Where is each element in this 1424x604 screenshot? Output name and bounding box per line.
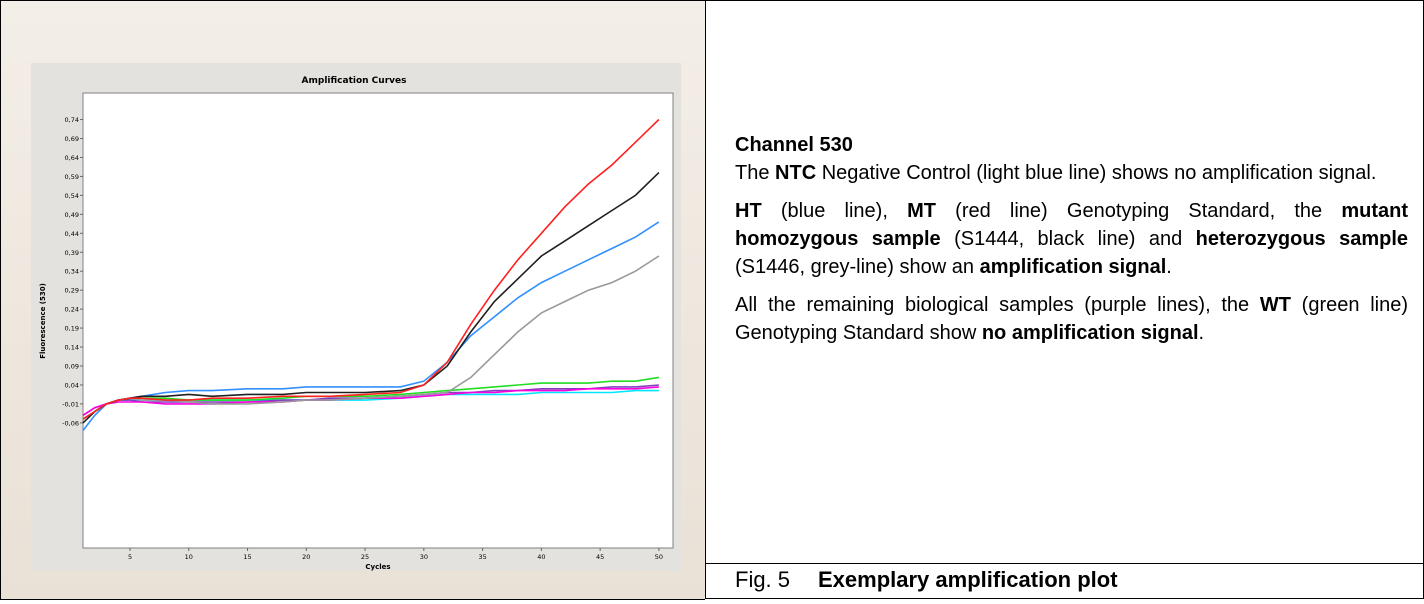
text-run: (red line) Genotyping Standard, the bbox=[935, 200, 1342, 222]
text-run: All the remaining biological samples (pu… bbox=[735, 294, 1260, 316]
y-tick-label: 0,34 bbox=[65, 268, 79, 276]
chart-title: Amplification Curves bbox=[302, 76, 407, 86]
y-axis-label: Fluorescence (530) bbox=[39, 283, 47, 359]
x-tick-label: 30 bbox=[420, 553, 428, 561]
text-run: (green line) Genotyping Standard show bbox=[735, 294, 1409, 344]
y-tick-label: 0,04 bbox=[65, 381, 79, 389]
text-run: no amplification signal bbox=[981, 322, 1199, 344]
text-run: (S1444, black line) and bbox=[940, 228, 1196, 250]
y-tick-label: 0,09 bbox=[65, 363, 79, 371]
y-tick-label: 0,64 bbox=[65, 154, 79, 162]
paragraph: The NTC Negative Control (light blue lin… bbox=[735, 159, 1408, 187]
x-tick-label: 25 bbox=[361, 553, 369, 561]
x-tick-label: 10 bbox=[185, 553, 193, 561]
text-run: (S1446, grey-line) show an bbox=[735, 256, 980, 278]
text-run: Negative Control (light blue line) shows… bbox=[816, 162, 1377, 184]
heading: Channel 530 bbox=[735, 134, 853, 156]
text-run: mutant homozygous sample bbox=[735, 200, 1408, 250]
text-run: heterozygous sample bbox=[1195, 228, 1408, 250]
y-tick-label: 0,29 bbox=[65, 287, 79, 295]
y-tick-label: 0,39 bbox=[65, 249, 79, 257]
x-tick-label: 45 bbox=[596, 553, 604, 561]
text-run: amplification signal bbox=[979, 256, 1167, 278]
caption-title: Exemplary amplification plot bbox=[818, 567, 1118, 592]
y-tick-label: 0,69 bbox=[65, 135, 79, 143]
text-run: HT bbox=[735, 200, 762, 222]
x-tick-label: 35 bbox=[478, 553, 486, 561]
y-tick-label: 0,19 bbox=[65, 325, 79, 333]
paragraph: All the remaining biological samples (pu… bbox=[735, 291, 1408, 347]
y-tick-label: 0,44 bbox=[65, 230, 79, 238]
text-run: The bbox=[735, 162, 776, 184]
series-line bbox=[82, 118, 660, 420]
text-run: (blue line), bbox=[761, 200, 908, 222]
x-axis-label: Cycles bbox=[365, 563, 390, 571]
caption: Fig. 5 Exemplary amplification plot bbox=[705, 563, 1424, 599]
description: Channel 530 The NTC Negative Control (li… bbox=[735, 131, 1408, 357]
chart: Amplification Curves Cycles Fluorescence… bbox=[31, 63, 681, 571]
text-run: MT bbox=[907, 200, 936, 222]
paragraph: HT (blue line), MT (red line) Genotyping… bbox=[735, 197, 1408, 281]
text-panel: Channel 530 The NTC Negative Control (li… bbox=[705, 0, 1424, 564]
x-tick-label: 50 bbox=[655, 553, 663, 561]
y-tick-label: 0,74 bbox=[65, 116, 79, 124]
caption-label: Fig. 5 bbox=[735, 567, 791, 592]
y-tick-label: 0,24 bbox=[65, 306, 79, 314]
y-tick-label: 0,49 bbox=[65, 211, 79, 219]
text-run: . bbox=[1166, 256, 1172, 278]
x-tick-label: 20 bbox=[302, 553, 310, 561]
figure-panel: Amplification Curves Cycles Fluorescence… bbox=[0, 0, 705, 600]
series-line bbox=[82, 384, 659, 416]
y-tick-label: 0,59 bbox=[65, 173, 79, 181]
text-run: NTC bbox=[775, 162, 817, 184]
x-tick-label: 40 bbox=[537, 553, 545, 561]
y-tick-label: -0,06 bbox=[62, 419, 79, 427]
plot-area bbox=[82, 92, 674, 549]
y-tick-label: 0,54 bbox=[65, 192, 79, 200]
text-run: WT bbox=[1259, 294, 1291, 316]
x-tick-label: 5 bbox=[128, 553, 132, 561]
x-tick-label: 15 bbox=[243, 553, 251, 561]
y-tick-label: -0,01 bbox=[62, 400, 79, 408]
y-tick-label: 0,14 bbox=[65, 344, 79, 352]
text-run: . bbox=[1198, 322, 1205, 344]
